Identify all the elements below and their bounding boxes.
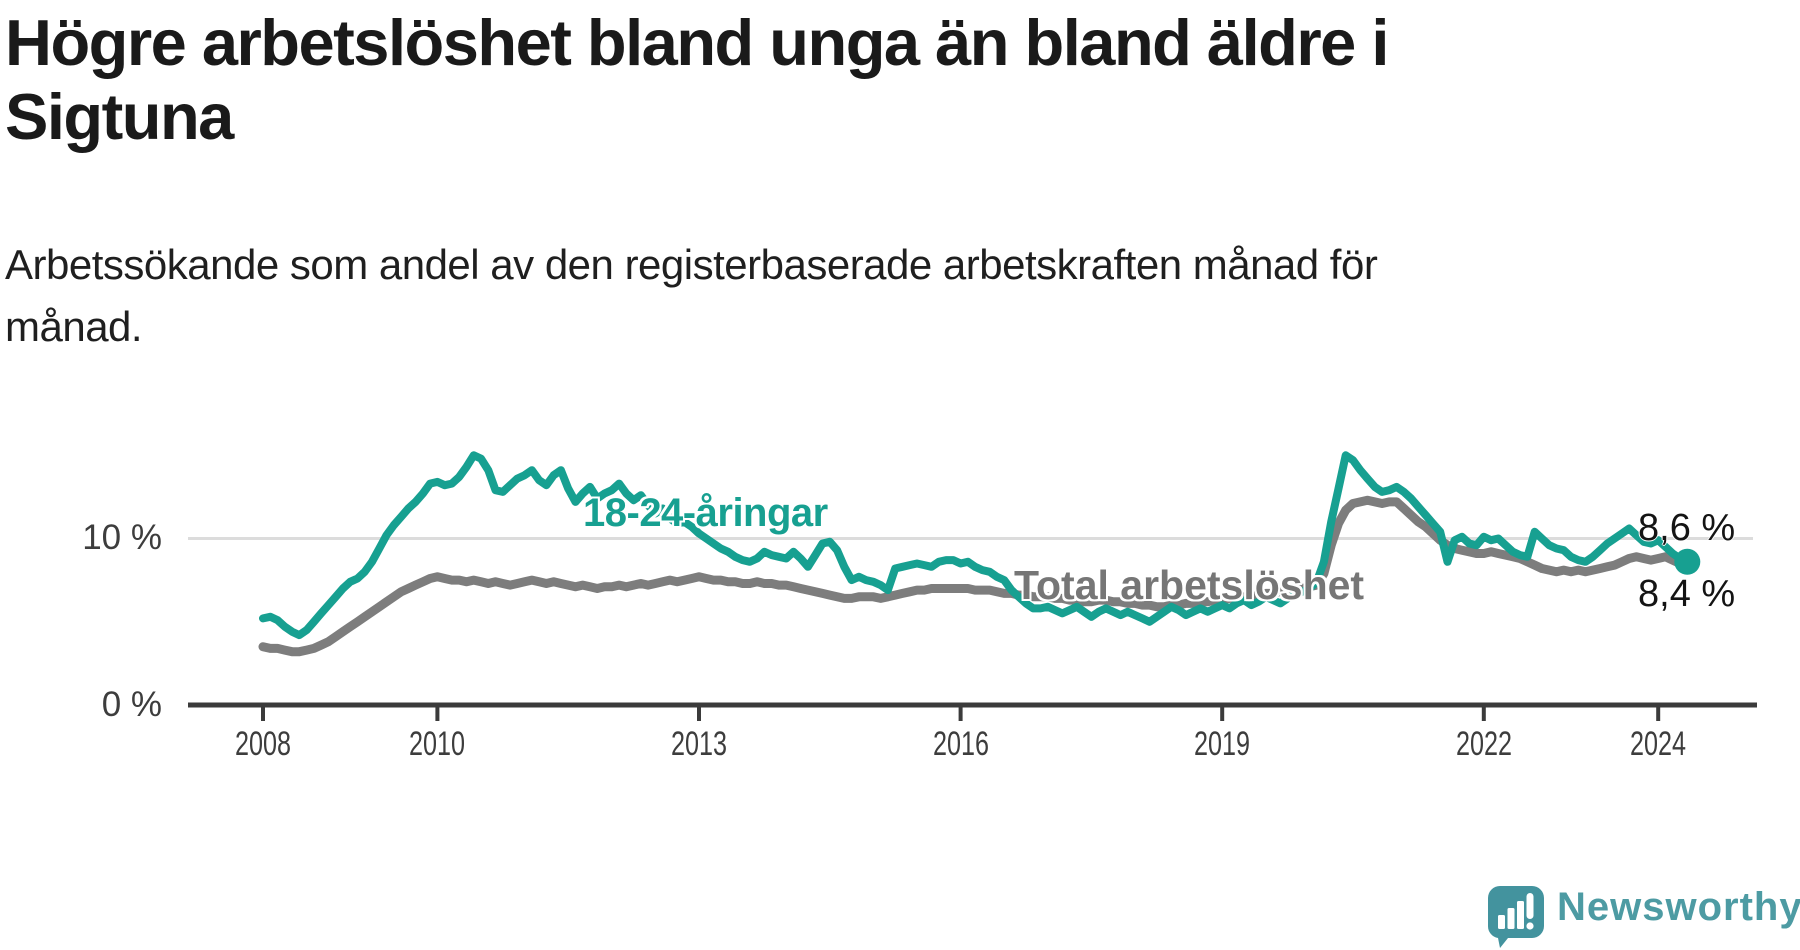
x-axis-tick-label-2022: 2022 <box>1456 725 1512 763</box>
x-axis-tick-label-2013: 2013 <box>671 725 727 763</box>
x-axis-tick-label-2019: 2019 <box>1194 725 1250 763</box>
series-label-total: Total arbetslöshet <box>1014 562 1365 608</box>
end-value-label-total: 8,4 % <box>1638 573 1736 615</box>
x-axis-tick-label-2008: 2008 <box>235 725 291 763</box>
chart-title: Högre arbetslöshet bland unga än bland ä… <box>5 6 1389 153</box>
x-axis-tick-label-2010: 2010 <box>409 725 465 763</box>
newsworthy-logo-text: Newsworthy <box>1557 885 1800 929</box>
x-axis-tick-label-2016: 2016 <box>933 725 989 763</box>
chart-subtitle: Arbetssökande som andel av den registerb… <box>5 241 1378 350</box>
series-label-youth: 18-24-åringar <box>583 491 828 535</box>
newsworthy-logo: Newsworthy <box>1486 882 1800 948</box>
newsworthy-bubble-chart-icon <box>1487 886 1544 948</box>
y-axis-tick-label-0: 0 % <box>101 685 162 724</box>
y-axis-tick-label-10: 10 % <box>82 518 162 557</box>
x-axis-tick-label-2024: 2024 <box>1630 725 1686 763</box>
end-value-label-youth: 8,6 % <box>1638 507 1736 549</box>
